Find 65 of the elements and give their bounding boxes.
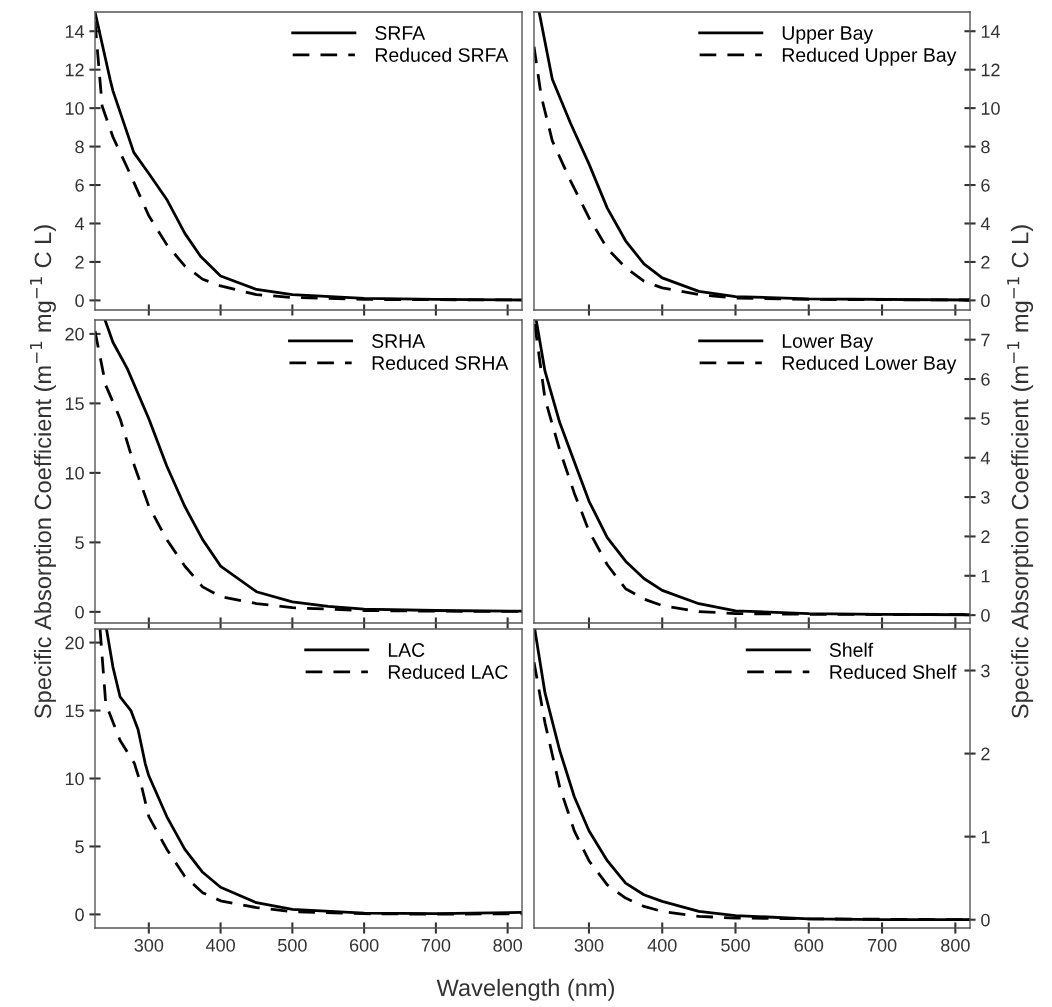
y-tick-label: 0 bbox=[981, 609, 990, 622]
y-tick-label: 10 bbox=[65, 466, 84, 480]
y-axis-title: Specific Absorption Coefficient (m$^{−1}$ mg$^{−1}$ C L) bbox=[29, 225, 56, 719]
x-tick-label: 800 bbox=[493, 938, 522, 952]
y-tick-label: 3 bbox=[981, 664, 990, 678]
y-tick-label: 6 bbox=[981, 178, 990, 192]
y-tick-label: 20 bbox=[65, 636, 84, 650]
y-tick-label: 2 bbox=[981, 747, 990, 761]
y-tick-label: 4 bbox=[980, 217, 990, 231]
legend-label: Reduced SRHA bbox=[372, 355, 509, 370]
y-tick-label: 6 bbox=[75, 178, 84, 192]
legend-label: SRHA bbox=[372, 334, 426, 348]
y-tick-label: 5 bbox=[75, 536, 84, 550]
y-tick-label: 10 bbox=[65, 772, 84, 786]
x-tick-label: 500 bbox=[278, 938, 307, 952]
y-tick-label: 6 bbox=[981, 372, 990, 386]
y-tick-label: 14 bbox=[981, 25, 1000, 38]
y-tick-label: 4 bbox=[980, 451, 990, 465]
legend-label: Lower Bay bbox=[782, 334, 874, 352]
legend-label: Upper Bay bbox=[782, 26, 874, 44]
y-tick-label: 0 bbox=[75, 908, 84, 922]
x-tick-label: 600 bbox=[349, 938, 379, 952]
y-tick-label: 5 bbox=[981, 412, 990, 426]
y-tick-label: 3 bbox=[981, 491, 990, 504]
y-tick-label: 4 bbox=[74, 217, 85, 231]
y-tick-label: 0 bbox=[75, 605, 84, 619]
y-tick-label: 1 bbox=[981, 830, 990, 844]
x-tick-label: 700 bbox=[867, 938, 897, 952]
legend-label: SRFA bbox=[375, 26, 426, 40]
y-tick-label: 2 bbox=[75, 255, 84, 269]
y-tick-label: 1 bbox=[981, 569, 990, 583]
y-tick-label: 20 bbox=[65, 327, 84, 341]
y-tick-label: 8 bbox=[981, 140, 990, 154]
x-axis-title: Wavelength (nm) bbox=[436, 978, 614, 1001]
y-axis-title: Specific Absorption Coefficient (m$^{−1}$ mg$^{−1}$ C L) bbox=[1007, 225, 1034, 719]
y-tick-label: 12 bbox=[65, 63, 84, 77]
x-tick-label: 400 bbox=[205, 938, 235, 952]
x-tick-label: 600 bbox=[794, 938, 824, 952]
legend-label: Reduced Upper Bay bbox=[782, 47, 957, 66]
y-tick-label: 12 bbox=[981, 63, 1000, 77]
y-tick-label: 0 bbox=[981, 294, 990, 308]
y-tick-label: 2 bbox=[981, 255, 990, 269]
y-tick-label: 10 bbox=[981, 102, 1000, 115]
y-tick-label: 0 bbox=[75, 294, 84, 308]
y-tick-label: 15 bbox=[65, 397, 84, 411]
y-tick-label: 15 bbox=[65, 704, 84, 718]
y-tick-label: 8 bbox=[75, 140, 84, 154]
y-tick-label: 7 bbox=[981, 333, 990, 347]
y-tick-label: 5 bbox=[75, 840, 84, 854]
legend-label: Reduced Shelf bbox=[830, 664, 957, 679]
legend-label: Reduced Lower Bay bbox=[782, 355, 957, 374]
x-tick-label: 300 bbox=[134, 938, 164, 952]
y-tick-label: 2 bbox=[981, 530, 990, 543]
x-tick-label: 300 bbox=[574, 938, 604, 952]
x-tick-label: 700 bbox=[421, 938, 451, 952]
legend-label: Reduced LAC bbox=[388, 664, 508, 679]
legend-label: Reduced SRFA bbox=[375, 47, 509, 62]
legend-label: LAC bbox=[388, 643, 425, 657]
y-tick-label: 14 bbox=[65, 25, 85, 38]
y-tick-label: 0 bbox=[981, 913, 990, 927]
x-tick-label: 800 bbox=[941, 938, 970, 952]
y-tick-label: 10 bbox=[65, 102, 84, 115]
legend-label: Shelf bbox=[829, 642, 874, 657]
x-tick-label: 400 bbox=[647, 938, 677, 952]
x-tick-label: 500 bbox=[721, 938, 750, 952]
